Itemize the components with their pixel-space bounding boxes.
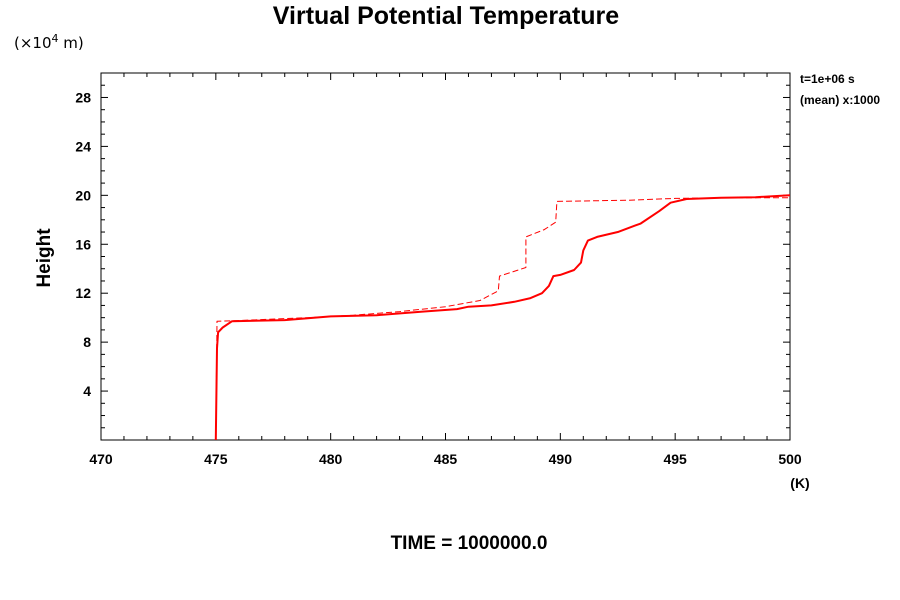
x-tick-label: 500	[778, 451, 802, 467]
x-tick-label: 495	[663, 451, 687, 467]
chart-title: Virtual Potential Temperature	[273, 2, 619, 30]
x-tick-label: 470	[89, 451, 113, 467]
annotation-time: t=1e+06 s	[800, 72, 855, 86]
time-footer: TIME = 1000000.0	[391, 533, 548, 554]
y-tick-label: 8	[83, 334, 91, 350]
series-line-dashed	[215, 197, 790, 441]
axis-ticks	[100, 72, 791, 441]
y-unit-prefix: (×10	[14, 34, 52, 52]
y-unit-exponent: 4	[52, 32, 59, 45]
y-unit-label: (×104 m)	[14, 32, 84, 52]
x-tick-label: 475	[204, 451, 228, 467]
y-tick-label: 20	[75, 187, 91, 203]
annotation-mean: (mean) x:1000	[800, 93, 880, 107]
y-unit-suffix: m)	[59, 34, 84, 52]
x-tick-label: 480	[319, 451, 343, 467]
series-line-solid	[214, 194, 791, 441]
y-tick-label: 24	[75, 138, 91, 154]
x-tick-label: 485	[434, 451, 458, 467]
y-tick-label: 16	[75, 236, 91, 252]
y-tick-label: 28	[75, 89, 91, 105]
tick-labels: 470 475 480 485 490 495 500 4 8 12 16 20 24 28	[75, 89, 801, 467]
y-tick-label: 4	[83, 383, 91, 399]
x-unit-label: (K)	[790, 475, 809, 491]
y-axis-label: Height	[34, 228, 55, 288]
x-tick-label: 490	[549, 451, 573, 467]
series-group	[214, 194, 791, 441]
plot-frame	[100, 72, 791, 441]
y-tick-label: 12	[75, 285, 91, 301]
